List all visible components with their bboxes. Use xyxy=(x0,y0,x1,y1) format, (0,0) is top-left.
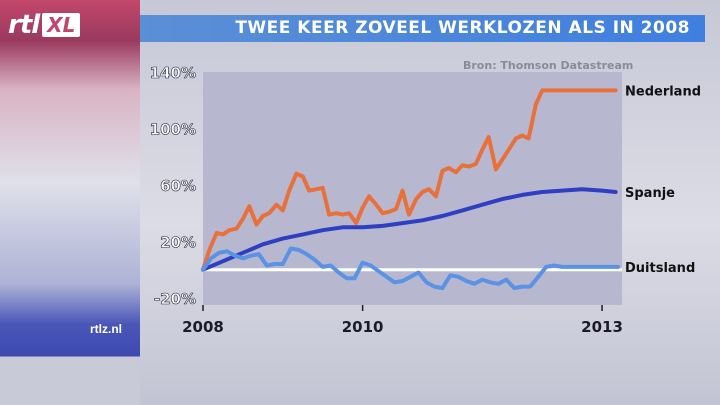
y-tick-label: 100% xyxy=(150,120,196,138)
x-tick-label: 2013 xyxy=(581,318,623,336)
series-line-spanje xyxy=(201,187,618,272)
x-tick-label: 2008 xyxy=(182,318,224,336)
y-tick-label: -20% xyxy=(154,290,196,308)
logo-rtl-text: rtl xyxy=(8,10,40,40)
source-label: Bron: Thomson Datastream xyxy=(463,59,634,72)
series-label-duitsland: Duitsland xyxy=(625,261,695,276)
series-line-nederland xyxy=(201,88,618,272)
y-tick-label: 60% xyxy=(160,177,196,195)
chart-title: TWEE KEER ZOVEEL WERKLOZEN ALS IN 2008 xyxy=(140,15,705,42)
site-url: rtlz.nl xyxy=(90,322,122,336)
logo-xl-badge: XL xyxy=(42,13,81,37)
left-panel-background xyxy=(0,0,140,405)
rtlxl-logo: rtl XL xyxy=(8,10,81,40)
series-label-nederland: Nederland xyxy=(625,84,701,99)
series-label-spanje: Spanje xyxy=(625,186,675,201)
series-line-duitsland xyxy=(201,246,620,291)
y-tick-label: 20% xyxy=(160,233,196,251)
y-tick-label: 140% xyxy=(150,64,196,82)
x-tick-label: 2010 xyxy=(342,318,384,336)
